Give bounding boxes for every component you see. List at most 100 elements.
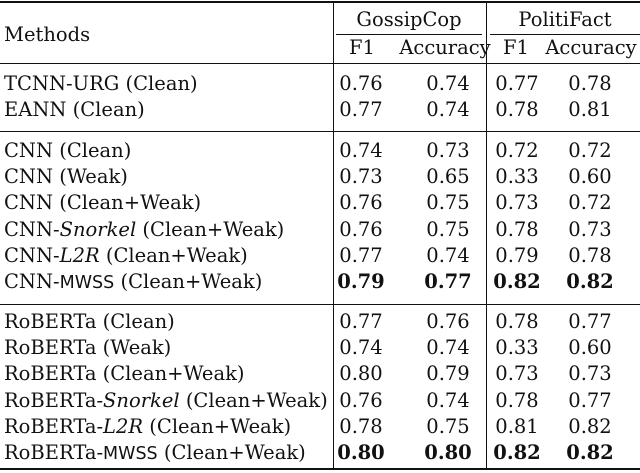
- method-name: RoBERTa (Clean): [4, 310, 175, 334]
- table-cell: 0.77: [339, 98, 383, 122]
- table-cell: 0.80: [339, 362, 383, 386]
- table-cell: 0.73: [495, 191, 539, 215]
- table-cell: 0.74: [339, 336, 383, 360]
- table-cell: 0.75: [426, 217, 470, 241]
- metric-header-accuracy-politifact: Accuracy: [545, 36, 637, 59]
- table-cell: 0.76: [339, 388, 383, 412]
- table-cell: 0.77: [339, 310, 383, 333]
- method-name-part: (Clean+Weak): [99, 243, 248, 267]
- table-cell: 0.73: [426, 139, 470, 162]
- method-name-part: RoBERTa (Clean): [4, 310, 175, 333]
- method-name-part: Snorkel: [103, 388, 180, 412]
- table-cell: 0.33: [495, 165, 539, 189]
- group-header-politifact: PolitiFact: [518, 8, 612, 31]
- method-name-part: MWSS: [59, 273, 115, 293]
- table-cell: 0.76: [339, 217, 383, 241]
- method-name-part: RoBERTa-: [4, 388, 104, 412]
- table-cell: 0.74: [426, 72, 470, 95]
- top-rule: [0, 1, 640, 3]
- method-name-part: L2R: [59, 243, 100, 267]
- method-name-part: Snorkel: [59, 217, 137, 241]
- table-cell: 0.78: [568, 72, 612, 95]
- table-cell: 0.76: [339, 72, 383, 95]
- table-cell: 0.65: [426, 165, 470, 189]
- method-name: RoBERTa-Snorkel (Clean+Weak): [4, 389, 328, 413]
- method-name: CNN-L2R (Clean+Weak): [4, 244, 248, 268]
- table-cell: 0.60: [568, 165, 612, 189]
- group-header-gossipcop: GossipCop: [356, 8, 462, 31]
- method-name-part: RoBERTa-: [4, 441, 104, 464]
- method-name-part: CNN (Weak): [4, 165, 128, 189]
- method-name: EANN (Clean): [4, 98, 145, 122]
- metric-header-accuracy-gossipcop: Accuracy: [399, 36, 491, 59]
- table-cell: 0.77: [495, 72, 539, 95]
- table-cell: 0.80: [424, 441, 472, 464]
- method-name: RoBERTa (Clean+Weak): [4, 362, 245, 386]
- table-cell: 0.74: [426, 336, 470, 360]
- table-cell: 0.77: [424, 270, 472, 293]
- table-cell: 0.82: [493, 441, 541, 464]
- method-name: TCNN-URG (Clean): [4, 72, 198, 96]
- table-cell: 0.75: [426, 191, 470, 215]
- metric-header-f1-gossipcop: F1: [349, 36, 375, 59]
- method-name-part: L2R: [103, 414, 144, 438]
- table-cell: 0.80: [337, 441, 385, 464]
- table-cell: 0.74: [426, 98, 470, 122]
- table-cell: 0.82: [566, 270, 614, 293]
- group-rule-gossipcop: [336, 34, 482, 35]
- table-cell: 0.82: [493, 270, 541, 293]
- method-name-part: RoBERTa (Clean+Weak): [4, 362, 245, 386]
- method-name-part: CNN-: [4, 243, 60, 267]
- table-cell: 0.78: [568, 243, 612, 267]
- table-cell: 0.72: [568, 191, 612, 215]
- table-cell: 0.79: [426, 362, 470, 386]
- method-name-part: MWSS: [103, 444, 158, 464]
- section-rule-2: [0, 304, 640, 305]
- method-name: CNN-Snorkel (Clean+Weak): [4, 218, 284, 242]
- table-cell: 0.74: [426, 243, 470, 267]
- method-name: RoBERTa-L2R (Clean+Weak): [4, 415, 291, 439]
- table-cell: 0.72: [495, 139, 539, 162]
- table-cell: 0.82: [566, 441, 614, 464]
- method-name-part: RoBERTa-: [4, 414, 104, 438]
- method-name: CNN (Clean+Weak): [4, 191, 201, 215]
- table-cell: 0.75: [426, 414, 470, 438]
- table-cell: 0.73: [495, 362, 539, 386]
- table-cell: 0.79: [495, 243, 539, 267]
- table-cell: 0.78: [495, 98, 539, 122]
- method-name-part: (Clean+Weak): [114, 270, 263, 293]
- bottom-rule: [0, 468, 640, 470]
- table-cell: 0.82: [568, 414, 612, 438]
- metric-header-f1-politifact: F1: [503, 36, 529, 59]
- table-cell: 0.74: [426, 388, 470, 412]
- table-cell: 0.78: [495, 217, 539, 241]
- method-name-part: (Clean+Weak): [143, 414, 292, 438]
- col-separator-groups: [486, 3, 487, 469]
- header-rule: [0, 63, 640, 64]
- method-name-part: EANN (Clean): [4, 98, 145, 122]
- method-name-part: CNN (Clean): [4, 139, 132, 162]
- table-cell: 0.73: [339, 165, 383, 189]
- table-cell: 0.60: [568, 336, 612, 360]
- method-name-part: CNN-: [4, 217, 60, 241]
- method-name: CNN (Clean): [4, 139, 131, 163]
- method-name: RoBERTa (Weak): [4, 336, 171, 360]
- methods-header: Methods: [4, 23, 91, 46]
- table-cell: 0.77: [339, 243, 383, 267]
- method-name-part: (Clean+Weak): [136, 217, 285, 241]
- table-cell: 0.76: [339, 191, 383, 215]
- method-name: RoBERTa-MWSS (Clean+Weak): [4, 441, 306, 466]
- table-cell: 0.77: [568, 388, 612, 412]
- method-name-part: (Clean+Weak): [179, 388, 328, 412]
- table-cell: 0.78: [495, 310, 539, 333]
- method-name-part: (Clean+Weak): [157, 441, 306, 464]
- method-name-part: CNN (Clean+Weak): [4, 191, 202, 215]
- table-cell: 0.72: [568, 139, 612, 162]
- section-rule-1: [0, 131, 640, 132]
- table-cell: 0.77: [568, 310, 612, 333]
- method-name: CNN-MWSS (Clean+Weak): [4, 270, 262, 295]
- table-cell: 0.33: [495, 336, 539, 360]
- table-cell: 0.74: [339, 139, 383, 162]
- method-name: CNN (Weak): [4, 165, 128, 189]
